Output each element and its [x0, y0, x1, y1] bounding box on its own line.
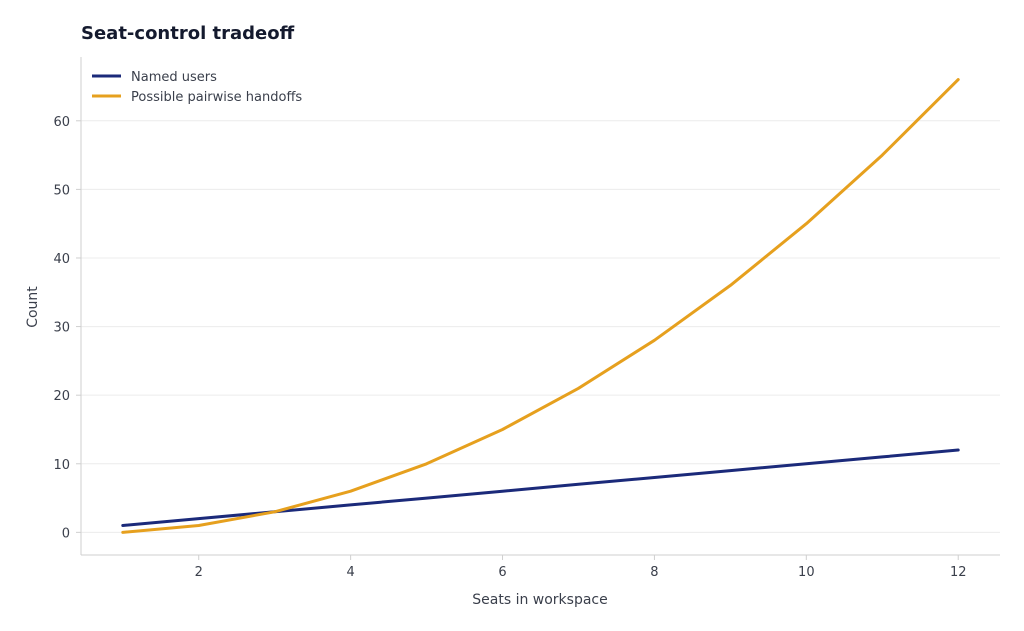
y-axis-label: Count — [25, 286, 41, 328]
x-tick-label: 12 — [950, 565, 967, 580]
x-tick-label: 6 — [498, 565, 506, 580]
y-tick-label: 60 — [53, 115, 70, 130]
x-tick-label: 2 — [195, 565, 203, 580]
y-tick-label: 50 — [53, 183, 70, 198]
y-tick-label: 20 — [53, 389, 70, 404]
series-line-pairwise-handoffs — [121, 78, 960, 534]
axes-layer — [80, 57, 1000, 556]
y-tick-label: 10 — [53, 458, 70, 473]
x-tick-label: 10 — [798, 565, 815, 580]
y-tick-label: 40 — [53, 252, 70, 267]
x-tick-label: 8 — [650, 565, 658, 580]
legend: Named users Possible pairwise handoffs — [92, 70, 302, 105]
series-layer — [121, 78, 960, 534]
x-tick-label: 4 — [346, 565, 354, 580]
series-line-named-users — [121, 448, 960, 527]
grid-layer — [81, 120, 1000, 533]
y-tick-label: 0 — [62, 526, 70, 541]
y-tick-label: 30 — [53, 321, 70, 336]
x-axis-label: Seats in workspace — [472, 592, 607, 608]
legend-label: Named users — [131, 70, 217, 85]
ticks-layer: 0 10 20 30 40 50 60 2 4 6 8 10 12 — [53, 115, 966, 580]
chart-title: Seat-control tradeoff — [81, 23, 295, 44]
legend-label: Possible pairwise handoffs — [131, 90, 302, 105]
